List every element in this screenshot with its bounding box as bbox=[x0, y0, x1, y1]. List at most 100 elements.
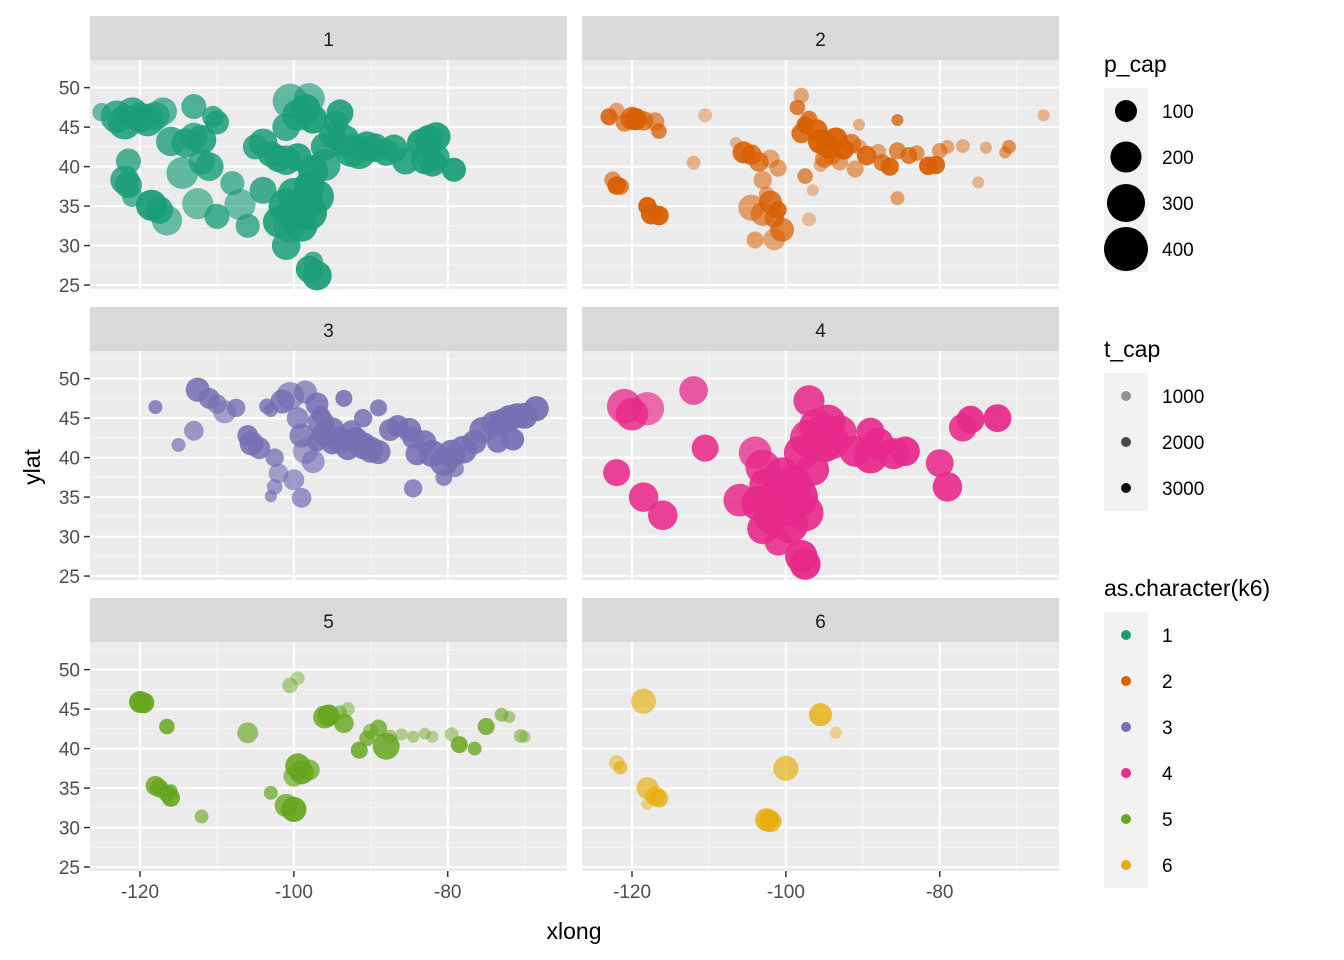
legend-entry-label: 6 bbox=[1162, 856, 1173, 877]
data-point bbox=[925, 449, 954, 478]
legend-entry-label: 2000 bbox=[1162, 433, 1204, 454]
data-point bbox=[956, 405, 985, 434]
legend-title: p_cap bbox=[1104, 51, 1167, 77]
legend-p-cap: p_cap 100 200 300 400 bbox=[1104, 51, 1194, 272]
data-point bbox=[282, 677, 298, 694]
data-point bbox=[931, 143, 948, 159]
y-tick-label: 45 bbox=[59, 118, 80, 139]
y-axes: 25 30 35 40 45 50 25 30 35 40 45 50 25 30 35 40 45 50 bbox=[59, 79, 90, 879]
data-point bbox=[763, 228, 786, 251]
y-tick-label: 40 bbox=[59, 158, 80, 179]
data-point bbox=[649, 205, 669, 226]
data-point bbox=[224, 188, 256, 221]
data-point bbox=[932, 472, 963, 502]
data-point bbox=[403, 479, 423, 498]
legend-key-symbol bbox=[1121, 391, 1131, 401]
data-point bbox=[631, 688, 657, 714]
x-axes: -120 -100 -80 -120 -100 -80 bbox=[121, 871, 953, 903]
series-3-points bbox=[148, 377, 549, 508]
data-point bbox=[204, 110, 229, 135]
facet-panel-6: 6 bbox=[582, 598, 1059, 871]
x-tick-label: -100 bbox=[767, 882, 805, 903]
panel-background bbox=[582, 60, 1059, 289]
data-point bbox=[1037, 109, 1050, 122]
legend-key-symbol bbox=[1121, 814, 1131, 824]
data-point bbox=[752, 488, 789, 525]
y-tick-label: 35 bbox=[59, 197, 80, 218]
y-tick-label: 35 bbox=[59, 488, 80, 509]
panel-background bbox=[582, 642, 1059, 871]
data-point bbox=[283, 469, 305, 491]
y-tick-label: 50 bbox=[59, 370, 80, 391]
facet-strip bbox=[582, 307, 1059, 351]
data-point bbox=[698, 108, 713, 123]
y-tick-label: 50 bbox=[59, 79, 80, 100]
data-point bbox=[890, 191, 905, 206]
data-point bbox=[248, 437, 271, 460]
facet-strip bbox=[582, 598, 1059, 642]
data-point bbox=[880, 157, 899, 176]
data-point bbox=[369, 719, 388, 737]
data-point bbox=[249, 176, 277, 204]
facet-strip-label: 2 bbox=[815, 30, 826, 51]
data-point bbox=[477, 717, 495, 736]
legend-entry-label: 3000 bbox=[1162, 479, 1204, 500]
legend-key-symbol bbox=[1121, 722, 1131, 732]
legend-key bbox=[1104, 373, 1148, 419]
data-point bbox=[171, 438, 186, 452]
data-point bbox=[350, 741, 368, 759]
facet-strip-label: 5 bbox=[323, 612, 334, 633]
legend-t-cap: t_cap 1000 2000 3000 bbox=[1104, 336, 1204, 511]
data-point bbox=[649, 789, 669, 808]
legend-key-symbol bbox=[1121, 860, 1131, 870]
data-point bbox=[494, 707, 509, 722]
legend-entry-label: 3 bbox=[1162, 718, 1173, 739]
series-2-points bbox=[600, 87, 1050, 251]
data-point bbox=[773, 755, 799, 781]
data-point bbox=[148, 400, 163, 415]
y-axis-title: ylat bbox=[19, 448, 45, 484]
data-point bbox=[366, 440, 391, 465]
facet-panel-5: 5 bbox=[90, 598, 567, 871]
data-point bbox=[691, 434, 719, 462]
legend-entry-label: 2 bbox=[1162, 672, 1173, 693]
legend-key-symbol bbox=[1121, 676, 1131, 686]
legend-entry-label: 100 bbox=[1162, 102, 1194, 123]
legend-key-symbol bbox=[1106, 183, 1146, 223]
data-point bbox=[149, 97, 178, 126]
data-point bbox=[265, 448, 284, 467]
y-tick-label: 25 bbox=[59, 276, 80, 297]
data-point bbox=[407, 730, 420, 743]
data-point bbox=[789, 99, 806, 116]
legend-key-symbol bbox=[1121, 768, 1131, 778]
data-point bbox=[955, 139, 970, 154]
y-tick-label: 30 bbox=[59, 819, 80, 840]
data-point bbox=[503, 710, 516, 724]
data-point bbox=[603, 459, 631, 487]
data-point bbox=[813, 158, 828, 172]
data-point bbox=[611, 177, 629, 195]
legend-as-character-k6-: as.character(k6) 1 2 3 4 5 6 bbox=[1104, 575, 1270, 888]
legend-key-symbol bbox=[1110, 141, 1142, 173]
data-point bbox=[753, 170, 773, 190]
data-point bbox=[421, 122, 451, 151]
legends: p_cap 100 200 300 400 t_cap 1000 2000 3000 as.cha… bbox=[1104, 51, 1270, 888]
data-point bbox=[789, 548, 821, 580]
data-point bbox=[184, 420, 204, 441]
data-point bbox=[908, 145, 925, 161]
data-point bbox=[999, 146, 1012, 159]
data-point bbox=[940, 139, 955, 154]
data-point bbox=[181, 94, 207, 120]
legend-entry-label: 200 bbox=[1162, 148, 1194, 169]
data-point bbox=[802, 212, 816, 227]
legend-key-symbol bbox=[1121, 630, 1131, 640]
data-point bbox=[513, 729, 528, 743]
data-point bbox=[608, 102, 625, 119]
x-axis-title: xlong bbox=[547, 918, 602, 944]
data-point bbox=[204, 203, 230, 229]
legend-key-symbol bbox=[1115, 100, 1137, 122]
y-tick-label: 40 bbox=[59, 449, 80, 470]
data-point bbox=[418, 727, 431, 740]
data-point bbox=[829, 726, 842, 739]
legend-title: t_cap bbox=[1104, 336, 1160, 362]
